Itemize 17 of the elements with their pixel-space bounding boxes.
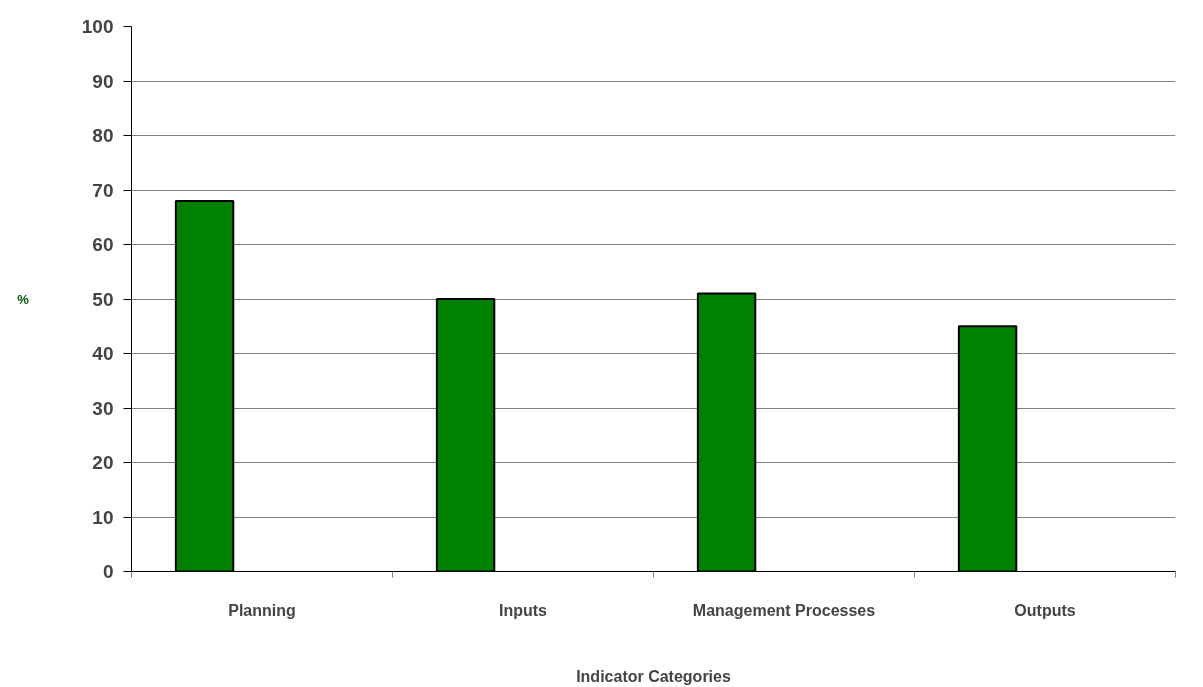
y-tick-label: 20: [92, 452, 114, 473]
y-tick-label: 0: [102, 561, 114, 582]
x-tick-label: Inputs: [499, 601, 548, 619]
x-axis-title: Indicator Categories: [576, 667, 731, 685]
y-tick-label: 90: [92, 70, 114, 92]
x-tick-label: Management Processes: [692, 601, 876, 619]
x-tick-label: Outputs: [1014, 601, 1076, 619]
y-tick-label: 10: [92, 506, 114, 528]
y-tick-label: 50: [92, 288, 114, 310]
x-tick-label: Planning: [228, 601, 296, 619]
y-tick-label: 30: [92, 397, 114, 419]
y-tick-label: 100: [81, 16, 114, 37]
y-tick-label: 80: [92, 125, 114, 146]
y-tick-label: 70: [92, 179, 114, 201]
y-tick-label: 60: [92, 234, 114, 255]
y-axis-title: %: [17, 291, 30, 307]
y-tick-label: 40: [92, 343, 114, 364]
